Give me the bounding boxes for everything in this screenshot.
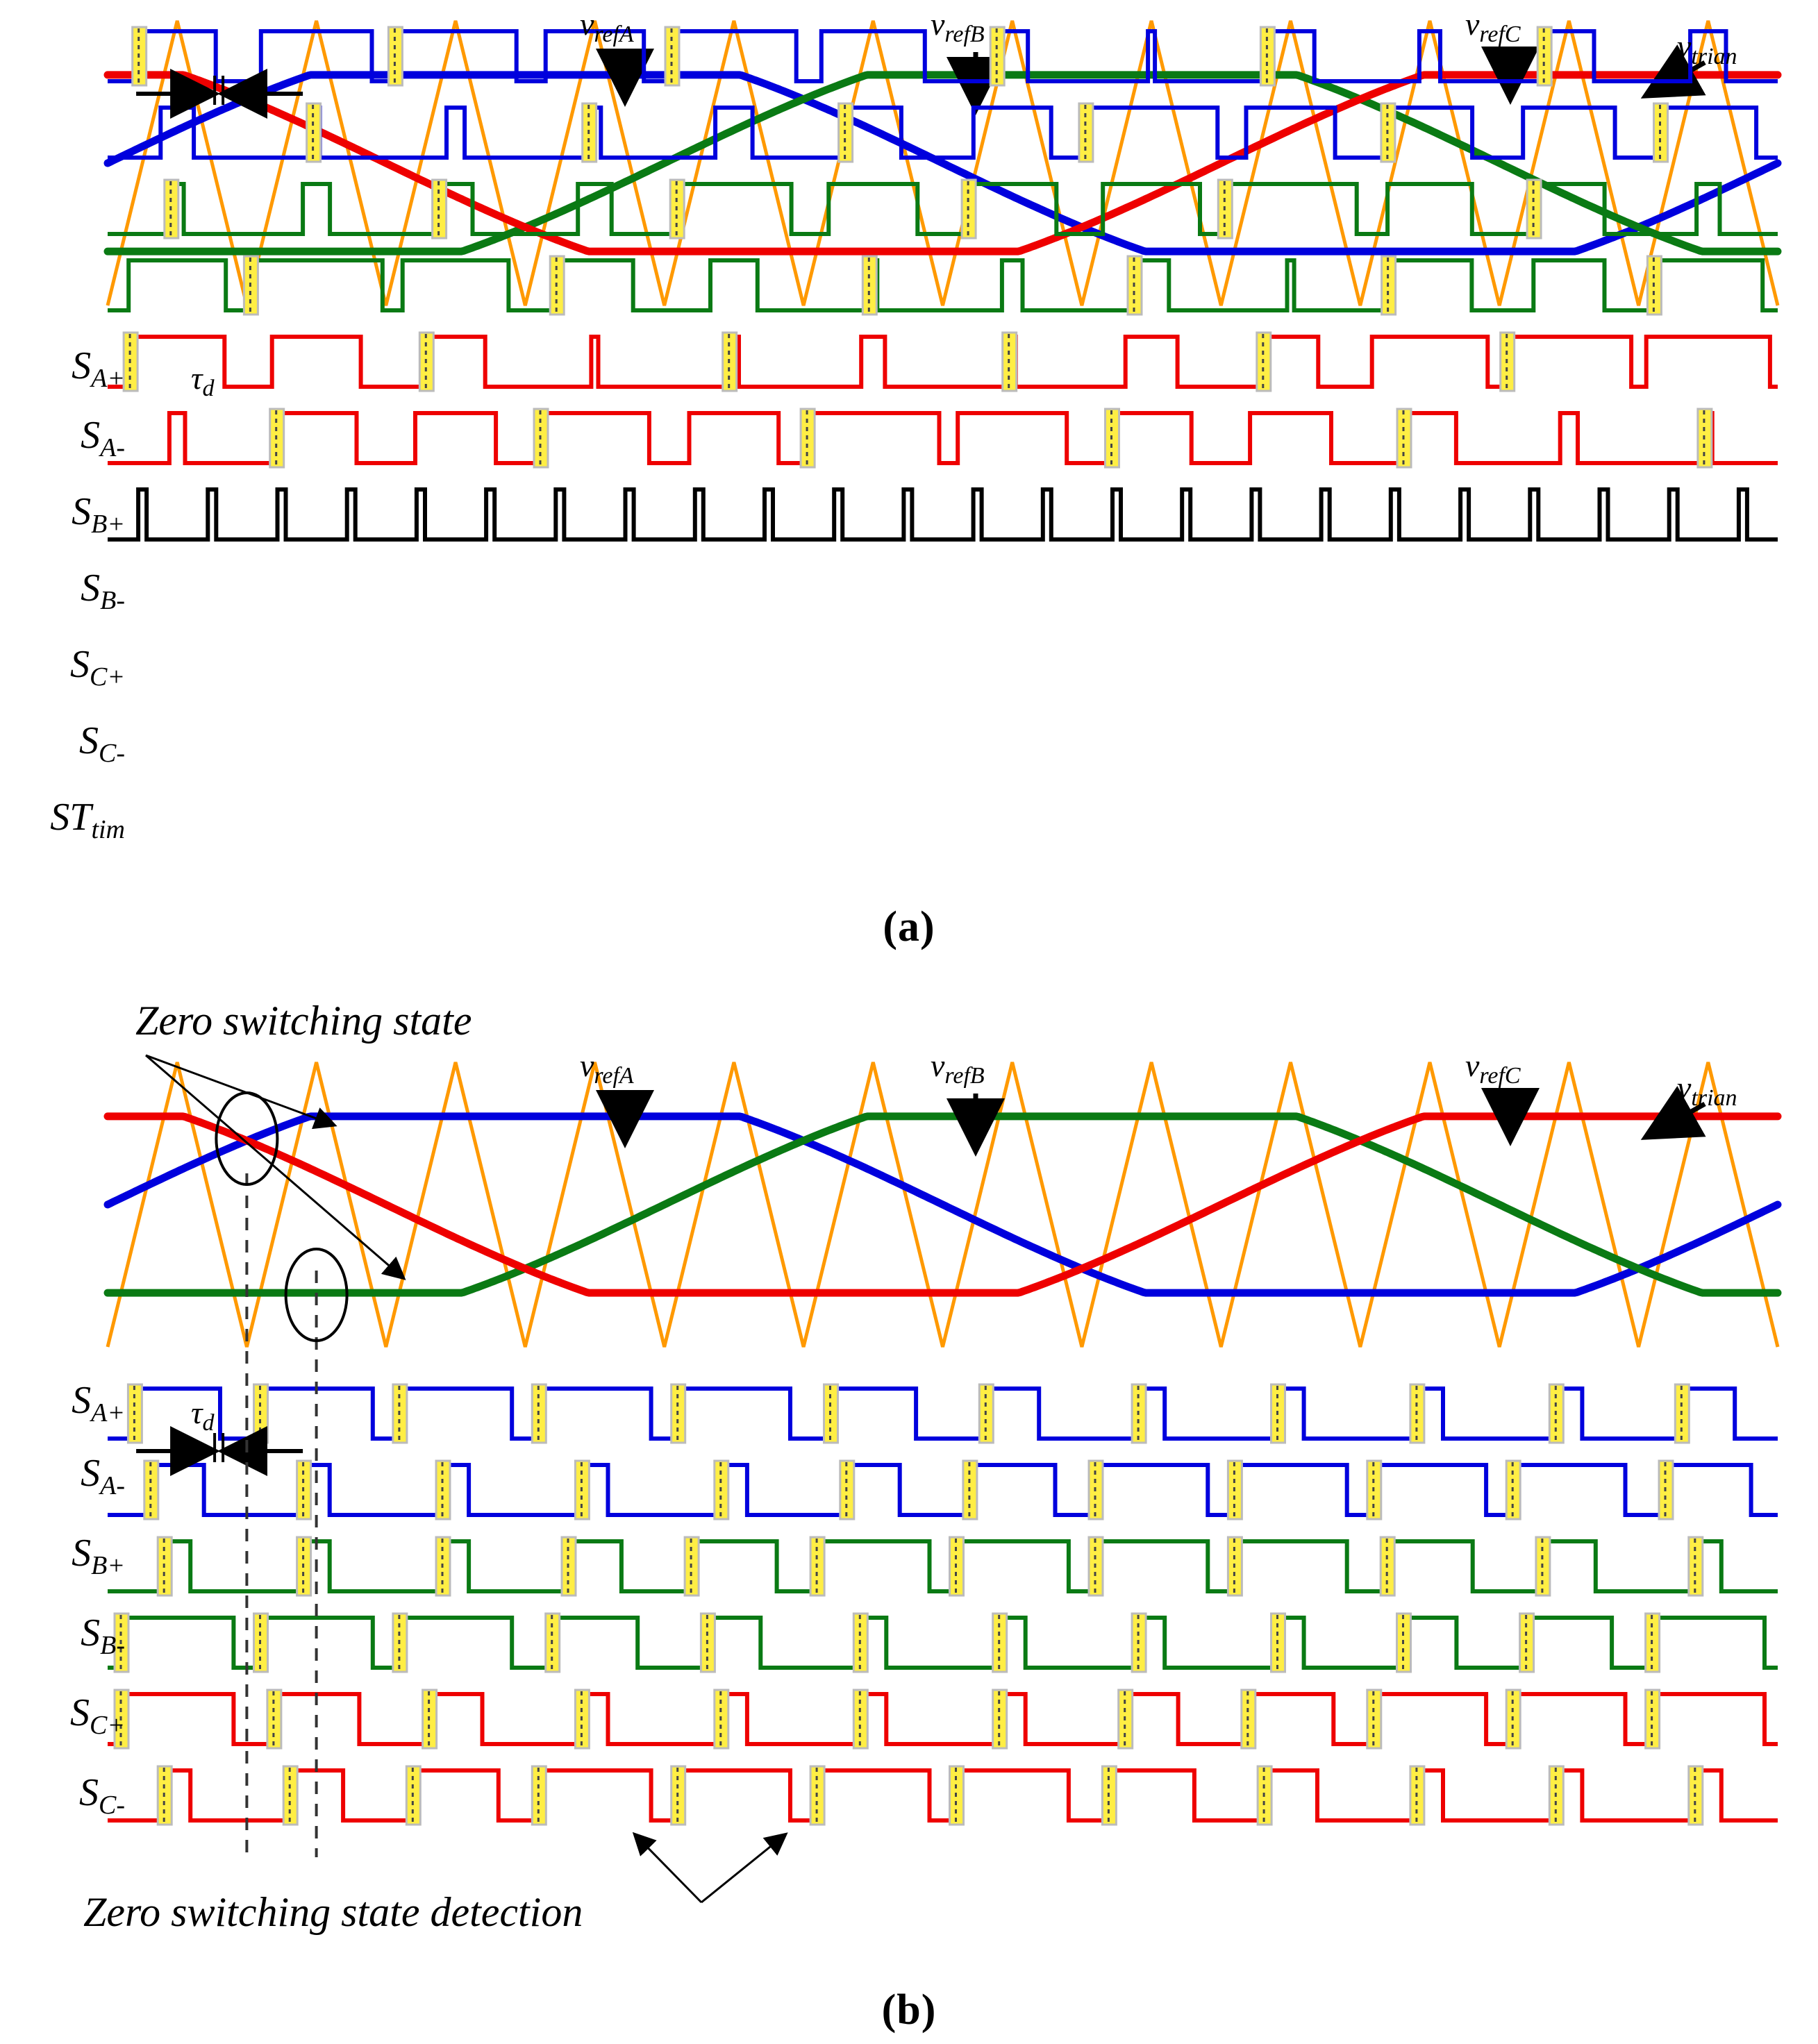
callout-v-ref-b-panel-a: vrefB <box>931 6 985 48</box>
annotation-zero-switching-state-detection: Zero switching state detection <box>83 1889 583 1935</box>
row-label-s-a-plus-b: SA+ <box>72 1379 125 1428</box>
gate-row-sc <box>108 1689 1778 1750</box>
panel-b-gate-plots <box>0 1357 1818 1857</box>
row-label-s-c-plus: SC+ <box>70 643 125 692</box>
callout-v-trian-panel-a: vtrian <box>1677 28 1737 70</box>
gate-row-sc <box>108 408 1778 469</box>
row-label-s-b-minus-b: SB- <box>81 1611 125 1661</box>
gate-row-sc <box>108 331 1778 392</box>
gate-row-sttim <box>108 487 1778 542</box>
arrow-v-trian <box>1640 1086 1706 1140</box>
gate-row-sa <box>108 26 1778 87</box>
gate-waveform-sc <box>108 1768 1778 1823</box>
row-label-s-c-plus-b: SC+ <box>70 1691 125 1741</box>
row-label-s-a-minus-b: SA- <box>81 1452 125 1501</box>
callout-v-ref-b-panel-b: vrefB <box>931 1048 985 1089</box>
gate-row-sb <box>108 178 1778 240</box>
gate-row-sb <box>108 1612 1778 1673</box>
zero-state-ellipse-2 <box>284 1248 349 1342</box>
gate-waveform-sa <box>108 106 1778 160</box>
panel-a: SA+ SA- SB+ SB- SC+ SC- STtim vrefA vref… <box>0 0 1818 986</box>
carrier-triangle-wave <box>106 20 1780 306</box>
gate-waveform-sc <box>108 335 1778 389</box>
deadtime-label-panel-a: τd <box>191 360 215 402</box>
gate-waveform-sa <box>108 1387 1778 1441</box>
row-label-st-tim: STtim <box>50 796 125 845</box>
carrier-triangle-wave <box>106 1062 1780 1348</box>
gate-waveform-sb <box>108 182 1778 236</box>
callout-v-ref-c-panel-b: vrefC <box>1465 1048 1521 1089</box>
row-label-s-a-plus: SA+ <box>72 344 125 394</box>
callout-v-ref-a-panel-a: vrefA <box>580 6 634 48</box>
panel-a-carrier-plot <box>0 0 1818 326</box>
gate-waveform-sb <box>108 1539 1778 1593</box>
panel-a-gate-plots <box>0 0 1818 559</box>
panel-b-caption: (b) <box>881 1986 937 2034</box>
gate-row-sa <box>108 102 1778 163</box>
row-label-s-b-minus: SB- <box>81 567 125 616</box>
gate-row-sa <box>108 1459 1778 1521</box>
arrow-v-trian <box>1640 44 1706 99</box>
zero-state-detection-leader-arrows <box>632 1832 788 1904</box>
reference-wave-v_refb <box>103 1112 1782 1297</box>
panel-b: Zero switching state Zero switching stat… <box>0 998 1818 2044</box>
gate-waveform-sc <box>108 411 1778 465</box>
gate-row-sa <box>108 1383 1778 1444</box>
panel-a-caption: (a) <box>883 903 935 950</box>
gate-waveform-sttim <box>108 487 1778 542</box>
zero-switching-state-leader-arrows <box>145 1054 406 1280</box>
reference-wave-v_refa <box>103 1112 1782 1297</box>
zero-state-dashed-lines <box>215 1091 349 1857</box>
row-label-s-b-plus-b: SB+ <box>72 1532 125 1581</box>
gate-waveform-sb <box>108 1616 1778 1670</box>
callout-v-trian-panel-b: vtrian <box>1677 1070 1737 1112</box>
callout-v-ref-c-panel-a: vrefC <box>1465 6 1521 48</box>
gate-row-sc <box>108 1765 1778 1826</box>
row-label-s-b-plus: SB+ <box>72 490 125 539</box>
deadtime-label-panel-b: τd <box>191 1395 215 1436</box>
annotation-zero-switching-state: Zero switching state <box>135 998 472 1044</box>
gate-row-sb <box>108 255 1778 316</box>
reference-wave-v_refb <box>103 71 1782 255</box>
row-label-s-a-minus: SA- <box>81 414 125 463</box>
panel-b-carrier-plot <box>0 1041 1818 1368</box>
row-label-s-c-minus: SC- <box>79 719 125 769</box>
gate-waveform-sa <box>108 29 1778 83</box>
row-label-s-c-minus-b: SC- <box>79 1771 125 1820</box>
callout-v-ref-a-panel-b: vrefA <box>580 1048 634 1089</box>
reference-wave-v_refa <box>103 71 1782 255</box>
gate-row-sb <box>108 1536 1778 1597</box>
gate-waveform-sb <box>108 258 1778 312</box>
